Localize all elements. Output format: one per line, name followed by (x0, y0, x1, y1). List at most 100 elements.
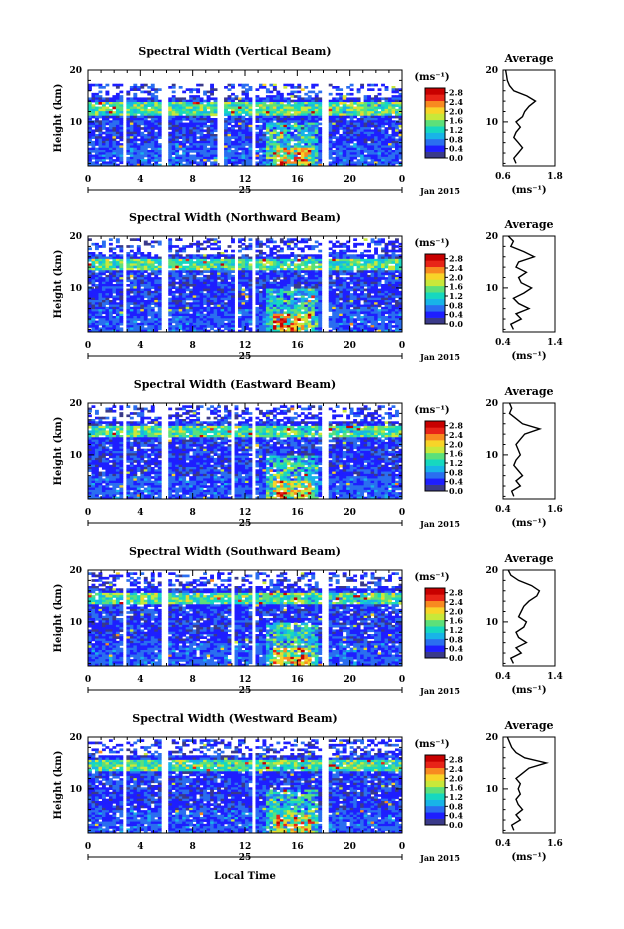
heatmap-cell (349, 274, 354, 278)
heatmap-cell (318, 129, 323, 133)
heatmap-cell (231, 92, 235, 96)
heatmap-cell (199, 118, 204, 121)
heatmap-cell (248, 113, 253, 117)
heatmap-cell (199, 247, 204, 251)
heatmap-cell (231, 238, 235, 241)
heatmap-cells (88, 238, 403, 333)
heatmap-cell (342, 102, 347, 105)
heatmap-cell (112, 113, 117, 117)
heatmap-cell (370, 254, 375, 257)
heatmap-cell (269, 268, 274, 271)
heatmap-cell (391, 311, 396, 315)
heatmap-cell (258, 124, 263, 128)
heatmap-cell (342, 150, 347, 153)
heatmap-cell (206, 277, 211, 280)
heatmap-cell (335, 261, 340, 264)
heatmap-cell (227, 138, 232, 142)
heatmap-cell (360, 127, 365, 130)
heatmap-cell (328, 154, 333, 158)
heatmap-cell (217, 247, 221, 251)
heatmap-cell (210, 152, 214, 155)
heatmap-cell (175, 145, 180, 149)
heatmap-cell (318, 138, 323, 142)
heatmap-cell (248, 150, 253, 153)
heatmap-cell (349, 129, 354, 133)
heatmap-cell (115, 122, 120, 126)
heatmap-cell (248, 115, 253, 119)
heatmap-cell (384, 115, 389, 119)
heatmap-cell (182, 122, 187, 126)
heatmap-cell (220, 297, 225, 301)
heatmap-cell (377, 265, 382, 269)
heatmap-cell (154, 152, 159, 155)
heatmap-cell (91, 242, 96, 246)
heatmap-cell (269, 147, 274, 151)
heatmap-cell (203, 263, 208, 267)
heatmap-cell (126, 136, 131, 139)
heatmap-cell (171, 316, 176, 319)
heatmap-cell (171, 279, 176, 283)
heatmap-cell (367, 309, 371, 312)
heatmap-cell (189, 281, 194, 285)
heatmap-cell (199, 127, 204, 130)
heatmap-cell (231, 240, 235, 244)
heatmap-cell (196, 108, 201, 112)
heatmap-cell (140, 106, 145, 110)
heatmap-cell (199, 302, 204, 305)
heatmap-cell (192, 300, 197, 303)
heatmap-cell (210, 88, 214, 91)
heatmap-cell (150, 156, 155, 160)
heatmap-cell (213, 159, 218, 162)
heatmap-cell (168, 86, 173, 89)
heatmap-cell (335, 270, 340, 273)
heatmap-cell (398, 129, 403, 133)
heatmap-cell (105, 145, 110, 149)
heatmap-cell (241, 136, 246, 139)
heatmap-cell (157, 240, 162, 244)
heatmap-cell (314, 256, 319, 260)
heatmap-cell (199, 154, 204, 158)
heatmap-cell (231, 118, 235, 121)
heatmap-cell (199, 297, 204, 301)
heatmap-cell (381, 306, 385, 310)
heatmap-cell (108, 102, 113, 105)
heatmap-cell (318, 297, 323, 301)
heatmap-cell (395, 313, 399, 317)
heatmap-cell (238, 108, 242, 112)
heatmap-cell (279, 265, 284, 269)
heatmap-cell (262, 265, 267, 269)
heatmap-cell (370, 163, 375, 167)
colorbar-swatch (425, 132, 445, 140)
heatmap-cell (175, 254, 180, 257)
heatmap-cell (168, 152, 173, 155)
heatmap-cell (94, 134, 99, 137)
heatmap-cell (241, 242, 246, 246)
heatmap-cell (119, 261, 124, 264)
heatmap-cell (377, 136, 382, 139)
heatmap-cell (199, 159, 204, 162)
heatmap-cell (265, 108, 270, 112)
heatmap-cell (238, 256, 242, 260)
heatmap-cell (234, 108, 239, 112)
heatmap-cell (196, 118, 201, 121)
heatmap-cell (248, 97, 253, 101)
heatmap-cell (157, 108, 162, 112)
heatmap-cell (241, 129, 246, 133)
heatmap-cell (395, 277, 399, 280)
heatmap-cell (342, 111, 347, 114)
heatmap-cell (286, 263, 291, 267)
heatmap-cell (293, 124, 298, 128)
heatmap-cell (297, 152, 302, 155)
heatmap-cell (388, 106, 392, 110)
heatmap-cell (185, 265, 190, 269)
heatmap-cell (395, 245, 399, 248)
heatmap-cell (147, 279, 152, 283)
heatmap-cell (238, 293, 242, 296)
heatmap-cell (157, 297, 162, 301)
heatmap-cell (258, 113, 263, 117)
heatmap-cell (332, 279, 337, 283)
heatmap-cell (203, 261, 208, 264)
heatmap-cell (335, 300, 340, 303)
heatmap-cell (276, 270, 281, 273)
heatmap-cell (88, 150, 92, 153)
